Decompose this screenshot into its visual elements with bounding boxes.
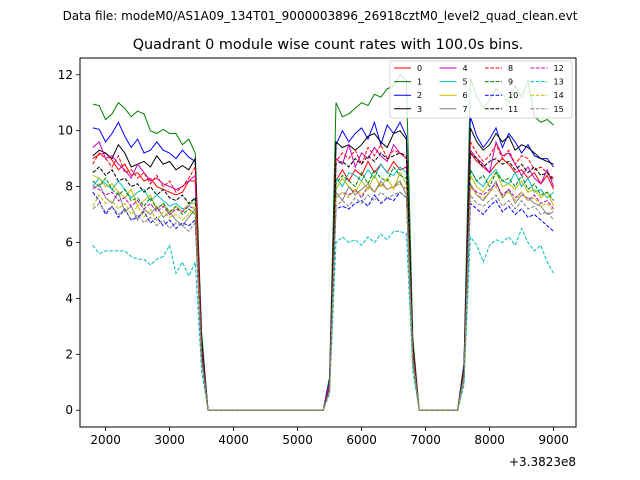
- y-tick-label: 10: [58, 124, 73, 138]
- y-tick-label: 4: [65, 291, 73, 305]
- y-tick-label: 2: [65, 347, 73, 361]
- x-tick-label: 8000: [474, 433, 505, 447]
- chart-title: Quadrant 0 module wise count rates with …: [133, 37, 524, 53]
- legend-label-1: 1: [417, 78, 422, 87]
- plot-frame: [79, 57, 577, 428]
- x-tick-label: 3000: [154, 433, 185, 447]
- legend-label-15: 15: [554, 105, 564, 114]
- legend-label-4: 4: [463, 64, 468, 73]
- legend-label-9: 9: [508, 78, 513, 87]
- legend-label-12: 12: [554, 64, 564, 73]
- legend-label-2: 2: [417, 91, 422, 100]
- series-line-12: [92, 183, 554, 411]
- legend-label-11: 11: [508, 105, 518, 114]
- legend-label-13: 13: [554, 78, 564, 87]
- x-offset-label: +3.3823e8: [509, 455, 576, 469]
- legend-label-14: 14: [554, 91, 564, 100]
- y-tick-label: 0: [65, 403, 73, 417]
- legend-label-10: 10: [508, 91, 518, 100]
- series-line-14: [92, 183, 554, 411]
- legend-label-3: 3: [417, 105, 422, 114]
- legend-label-6: 6: [463, 91, 468, 100]
- legend-label-5: 5: [463, 78, 468, 87]
- y-tick-label: 12: [58, 68, 73, 82]
- series-line-11: [92, 151, 554, 411]
- legend-label-0: 0: [417, 64, 422, 73]
- legend-box: [389, 60, 573, 119]
- x-tick-label: 2000: [90, 433, 121, 447]
- y-tick-label: 6: [65, 236, 73, 250]
- chart-suptitle: Data file: modeM0/AS1A09_134T01_90000038…: [63, 9, 578, 23]
- y-tick-label: 8: [65, 180, 73, 194]
- legend-label-8: 8: [508, 64, 513, 73]
- series-layer: [92, 74, 555, 411]
- x-tick-label: 6000: [346, 433, 377, 447]
- axes-layer: 2000 3000 4000 5000 6000 7000 8000 9000 0 2 4 6 8 10 1…: [58, 68, 569, 447]
- x-tick-label: 9000: [538, 433, 569, 447]
- series-line-15: [92, 191, 554, 411]
- x-tick-label: 7000: [410, 433, 441, 447]
- legend-label-7: 7: [463, 105, 468, 114]
- x-tick-label: 5000: [282, 433, 313, 447]
- x-tick-label: 4000: [218, 433, 249, 447]
